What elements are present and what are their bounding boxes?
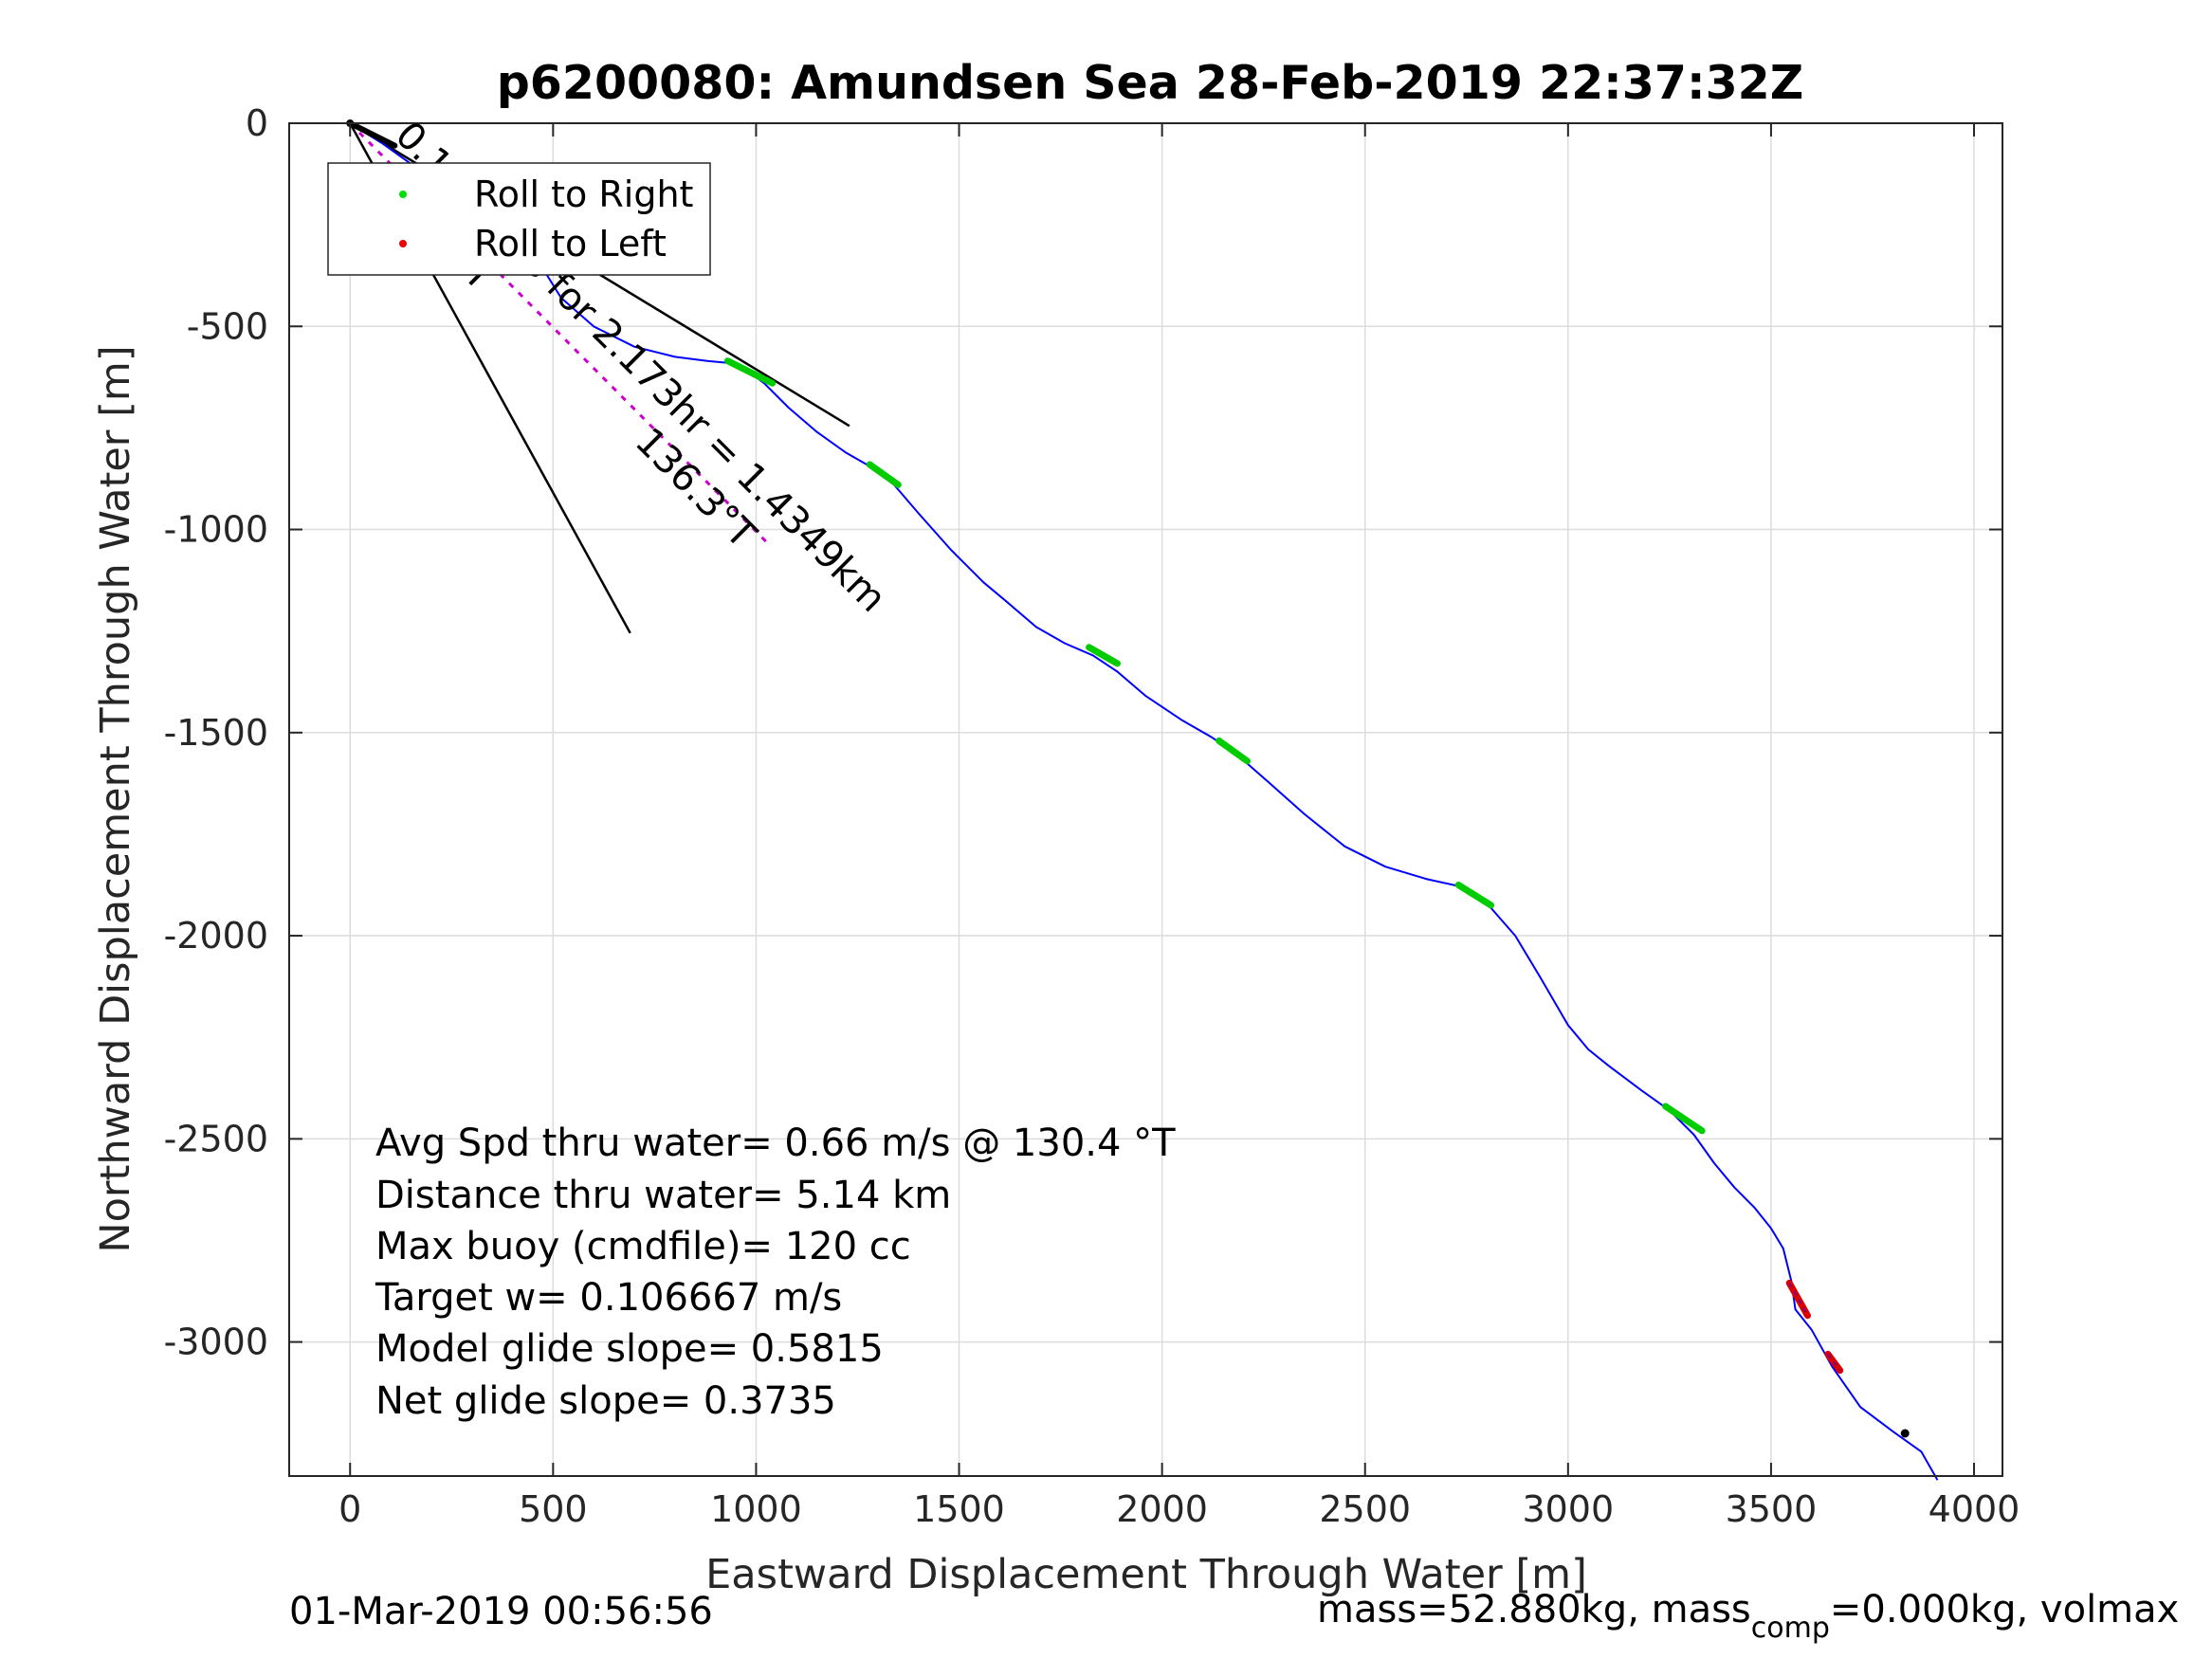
stats-line: Avg Spd thru water= 0.66 m/s @ 130.4 °T	[375, 1121, 1176, 1165]
x-tick-label: 1500	[913, 1488, 1005, 1530]
y-tick-label: -3000	[164, 1322, 268, 1363]
glider-track-line	[349, 122, 1939, 1481]
chart-title: p6200080: Amundsen Sea 28-Feb-2019 22:37…	[497, 56, 1804, 110]
roll-right-segment	[1662, 1103, 1706, 1135]
legend-label-roll-right: Roll to Right	[474, 173, 693, 215]
roll-left-segment-overlay	[1826, 1353, 1841, 1372]
x-tick-label: 500	[519, 1488, 588, 1530]
mass-subscript: comp	[1751, 1612, 1830, 1645]
y-tick-label: -2500	[164, 1118, 268, 1159]
roll-right-segment	[1216, 737, 1251, 765]
roll-right-segment	[724, 357, 777, 387]
stats-line: Target w= 0.106667 m/s	[375, 1276, 842, 1320]
legend: Roll to Right Roll to Left	[327, 162, 711, 276]
stats-line: Net glide slope= 0.3735	[375, 1379, 836, 1423]
x-tick-label: 2000	[1116, 1488, 1208, 1530]
end-marker	[1900, 1429, 1910, 1438]
initial-segment	[347, 120, 398, 149]
y-tick-label: 0	[246, 102, 268, 144]
legend-marker-roll-right	[399, 191, 407, 198]
x-tick-label: 3000	[1522, 1488, 1614, 1530]
x-tick-label: 3500	[1726, 1488, 1818, 1530]
footer-timestamp: 01-Mar-2019 00:56:56	[289, 1590, 713, 1633]
x-tick-label: 2500	[1319, 1488, 1411, 1530]
roll-right-segment	[1086, 644, 1121, 667]
x-tick-label: 0	[338, 1488, 361, 1530]
footer-mass-info: mass=52.880kg, masscomp=0.000kg, volmax	[1317, 1588, 2179, 1645]
axis-ticks: 0 500 1000 1500 2000 2500 3000 3500 4000 0 -500 -10…	[164, 102, 2020, 1530]
mass-suffix: =0.000kg, volmax	[1830, 1588, 2179, 1632]
roll-right-segment	[866, 461, 902, 488]
y-axis-label: Northward Displacement Through Water [m]	[92, 345, 139, 1252]
stats-line: Distance thru water= 5.14 km	[375, 1174, 951, 1217]
x-tick-label: 1000	[710, 1488, 802, 1530]
legend-label-roll-left: Roll to Left	[474, 223, 667, 264]
y-tick-label: -1000	[164, 509, 268, 551]
y-tick-label: -2000	[164, 915, 268, 957]
x-axis-label: Eastward Displacement Through Water [m]	[705, 1551, 1587, 1598]
y-tick-label: -1500	[164, 712, 268, 754]
x-tick-label: 4000	[1929, 1488, 2020, 1530]
stats-line: Max buoy (cmdfile)= 120 cc	[375, 1225, 911, 1268]
y-tick-label: -500	[187, 305, 268, 347]
axes-box	[288, 122, 2003, 1477]
net-displacement-vector	[349, 121, 772, 547]
stats-line: Model glide slope= 0.5815	[375, 1327, 884, 1371]
legend-marker-roll-left	[399, 240, 407, 247]
mass-prefix: mass=52.880kg, mass	[1317, 1588, 1751, 1632]
stats-block: Avg Spd thru water= 0.66 m/s @ 130.4 °T …	[375, 1121, 1176, 1423]
roll-left-segment-overlay	[1788, 1282, 1809, 1317]
roll-right-segment	[1454, 882, 1494, 909]
legend-box	[327, 162, 711, 276]
